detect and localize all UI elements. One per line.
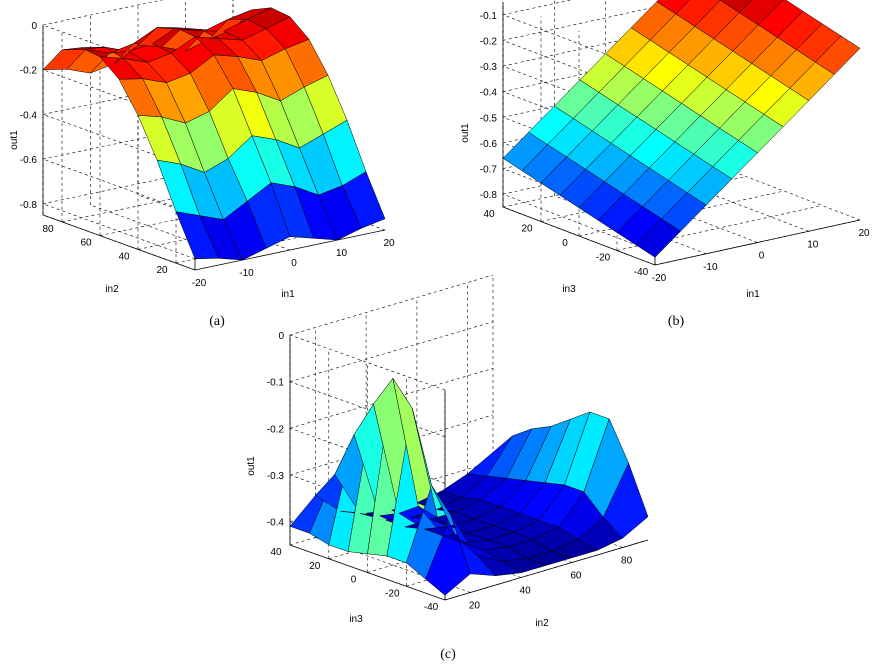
z-tick-label: -0.1 [267,378,285,389]
x-axis-label: in1 [746,289,760,300]
grid-line [289,414,494,476]
z-axis-label: out1 [460,123,471,143]
surface-plot-c: 20 40 60 80 -40 -20 0 20 40 0 -0.1 -0.2 -0.3 -0.4 out… [246,274,649,662]
x-tick-label: 20 [469,601,481,612]
x-axis-line [444,539,649,601]
caption-c: (c) [440,647,456,662]
surface-patch [603,462,649,539]
surface-plot-a: -20 -10 0 10 20 20 40 60 80 0 -0.2 -0.4 -0.6 -0.8 out… [9,0,395,329]
surface-plot-b: -20-1001020-40-2002040-0.1-0.2-0.3-0.4-0… [460,0,870,329]
grid-line [289,368,494,429]
y-tick-label: 20 [309,561,321,572]
x-tick-label: -20 [652,273,667,284]
z-axis-label: out1 [9,130,20,150]
grid-line [42,203,196,260]
x-axis-line [194,229,386,271]
x-tick-label: 60 [570,571,582,582]
x-tick-label: -10 [703,262,718,273]
y-tick-label: -40 [424,602,439,613]
z-tick-label: -0.8 [20,200,38,211]
y-tick-label: 20 [521,224,533,235]
z-tick-label: -0.2 [480,36,498,47]
surface-patch [656,0,690,15]
y-tick-label: 0 [351,575,357,586]
x-axis-label: in1 [281,289,295,300]
surface-patch [341,171,386,229]
y-tick-label: 20 [156,265,168,276]
y-tick-label: -20 [385,588,400,599]
x-tick-label: 20 [383,238,395,249]
z-tick-label: -0.4 [20,110,38,121]
grid-line [289,461,494,522]
x-axis-label: in2 [535,618,549,629]
grid-line [289,321,494,382]
z-tick-label: -0.3 [480,62,498,73]
x-tick-label: 20 [858,228,870,239]
y-tick-label: 40 [270,547,282,558]
y-tick-label: 40 [483,209,495,220]
z-axis-label: out1 [246,456,257,476]
x-tick-label: -10 [239,268,254,279]
z-tick-label: -0.3 [267,471,285,482]
x-tick-label: 10 [807,239,819,250]
x-tick-label: 10 [336,248,348,259]
y-axis-line [502,206,656,266]
y-tick-label: 80 [42,224,54,235]
z-tick-label: -0.2 [20,66,38,77]
y-tick-label: 60 [80,238,92,249]
z-tick-label: -0.6 [20,155,38,166]
grid-line [616,205,823,251]
z-tick-label: -0.6 [480,139,498,150]
y-tick-label: 40 [118,251,130,262]
y-axis-label: in3 [349,614,363,625]
y-tick-label: -40 [634,267,649,278]
z-tick-label: -0.8 [480,190,498,201]
z-tick-label: -0.1 [480,11,498,22]
grid-line [42,118,234,160]
grid-line [42,163,234,205]
surface-patch [815,35,861,75]
y-tick-label: 0 [562,238,568,249]
x-tick-label: -20 [192,278,207,289]
grid-line [42,158,196,215]
grid-line [289,274,494,336]
x-tick-label: 0 [759,251,765,262]
caption-a: (a) [209,314,225,329]
y-axis-label: in3 [562,284,576,295]
z-tick-label: 0 [278,331,284,342]
x-axis-line [654,219,861,266]
y-axis-label: in2 [105,284,119,295]
y-axis-line [289,544,446,601]
x-tick-label: 0 [291,258,297,269]
z-tick-label: 0 [31,21,37,32]
z-tick-label: -0.2 [267,424,285,435]
caption-b: (b) [668,314,685,329]
surface-patch [720,0,753,13]
grid-line [42,0,164,26]
z-tick-label: -0.4 [267,518,285,529]
x-tick-label: 40 [520,586,532,597]
grid-line [61,181,253,223]
z-tick-label: -0.4 [480,88,498,99]
x-tick-label: 80 [621,556,633,567]
y-axis-line [42,214,196,271]
z-tick-label: -0.5 [480,113,498,124]
y-tick-label: -20 [596,253,611,264]
z-tick-label: -0.7 [480,165,498,176]
